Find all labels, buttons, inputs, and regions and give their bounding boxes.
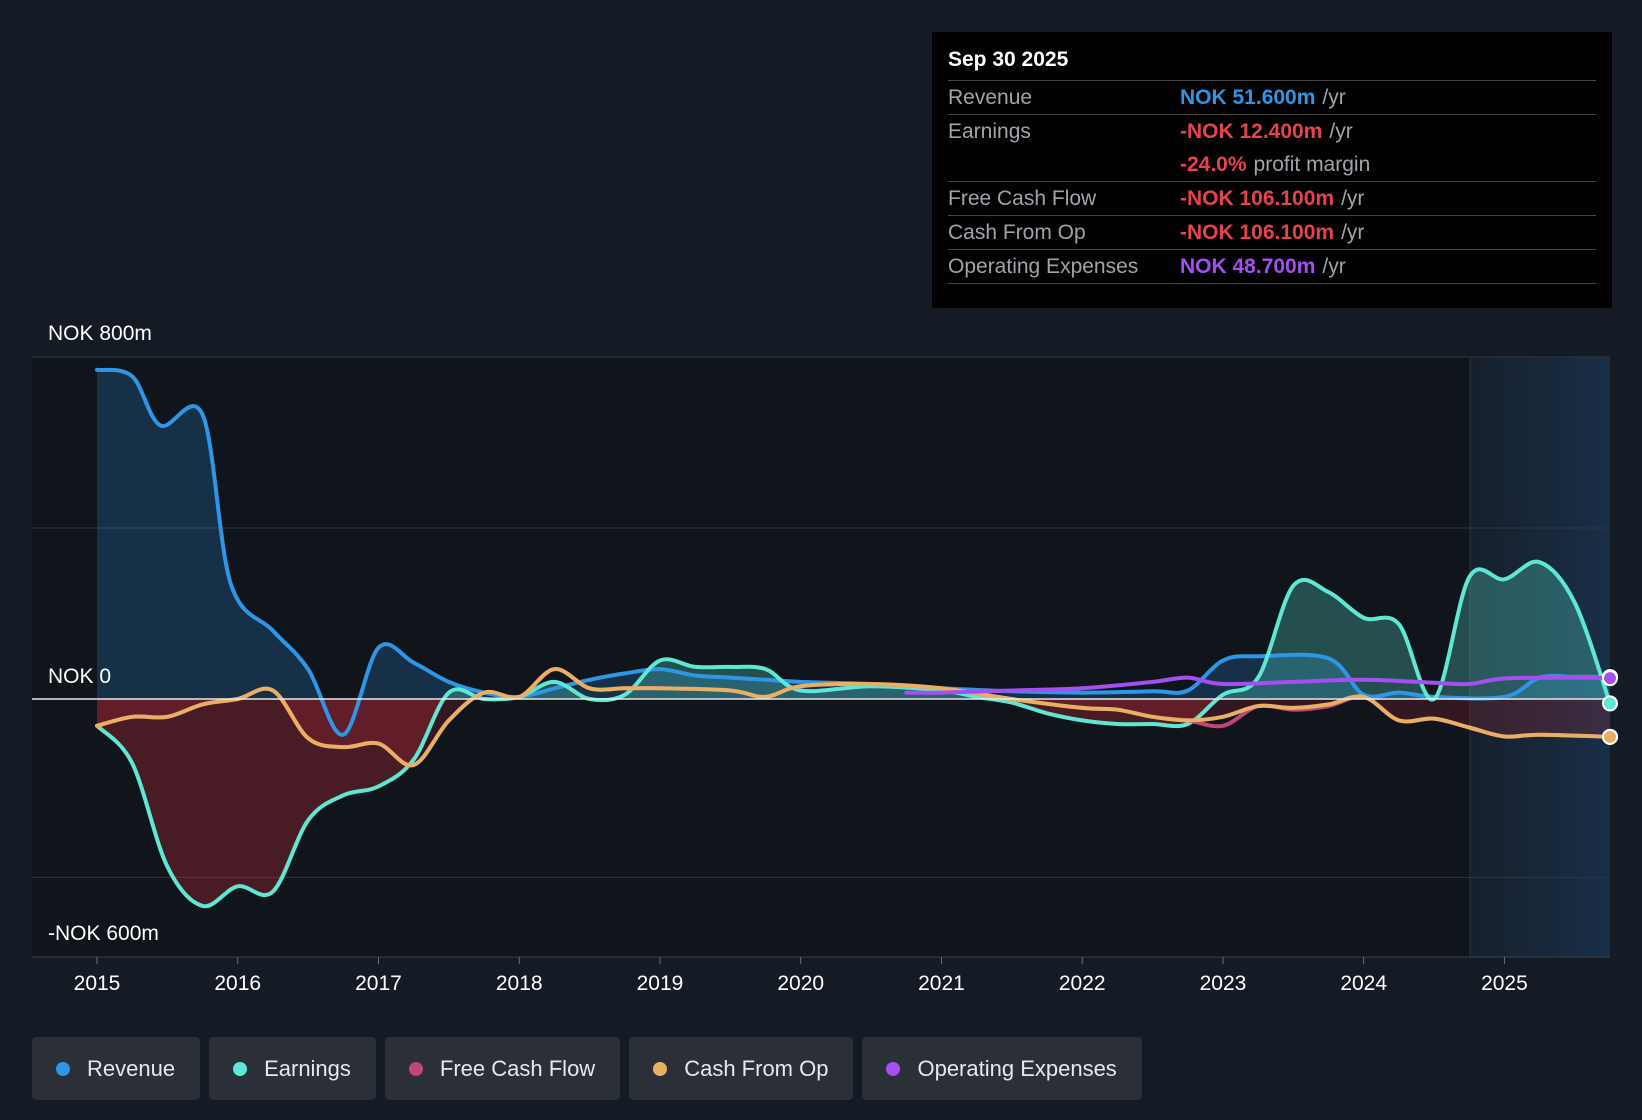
tooltip-row-profit-margin: -24.0% profit margin <box>948 148 1596 181</box>
tooltip-bottom-rule <box>948 283 1596 284</box>
x-tick-label: 2024 <box>1340 972 1387 995</box>
tooltip-row-revenue: Revenue NOK 51.600m /yr <box>948 80 1596 114</box>
tooltip-value: NOK 48.700m <box>1180 254 1316 278</box>
legend-item-earnings[interactable]: Earnings <box>209 1037 376 1100</box>
area-fill-positive <box>97 369 1610 699</box>
tooltip-unit: /yr <box>1341 220 1365 244</box>
tooltip-unit: profit margin <box>1253 152 1371 176</box>
legend-label: Cash From Op <box>684 1055 829 1081</box>
tooltip-panel: Sep 30 2025 Revenue NOK 51.600m /yr Earn… <box>932 32 1612 308</box>
legend-dot-icon <box>886 1061 901 1076</box>
tooltip-label: Free Cash Flow <box>948 186 1097 210</box>
end-marker-operating-expenses <box>1602 670 1618 687</box>
x-tick-label: 2015 <box>74 972 121 995</box>
tooltip-label: Cash From Op <box>948 220 1086 244</box>
series-lines <box>32 367 1612 909</box>
tooltip-label: Operating Expenses <box>948 254 1139 278</box>
x-tick-label: 2017 <box>355 972 402 995</box>
tooltip-value: NOK 51.600m <box>1180 85 1316 109</box>
x-tick-label: 2016 <box>214 972 261 995</box>
legend-dot-icon <box>408 1061 423 1076</box>
recent-period-highlight <box>1470 357 1610 957</box>
x-axis: 2015 2016 2017 2018 2019 2020 2021 2022 2023 2024… <box>74 957 1528 995</box>
legend-label: Operating Expenses <box>917 1055 1117 1081</box>
tooltip-row-cash-from-op: Cash From Op -NOK 106.100m /yr <box>948 215 1596 249</box>
x-tick-label: 2025 <box>1481 972 1528 995</box>
x-tick-label: 2018 <box>496 972 543 995</box>
tooltip-unit: /yr <box>1329 119 1353 143</box>
tooltip-value: -NOK 106.100m <box>1180 186 1335 210</box>
tooltip-row-earnings: Earnings -NOK 12.400m /yr <box>948 114 1596 148</box>
area-fill-negative <box>97 699 1610 766</box>
legend-item-cash-from-op[interactable]: Cash From Op <box>629 1037 854 1100</box>
legend-dot-icon <box>56 1061 70 1076</box>
tooltip-unit: /yr <box>1322 254 1346 278</box>
end-marker-cash-from-op <box>1602 728 1618 745</box>
legend-item-operating-expenses[interactable]: Operating Expenses <box>862 1037 1142 1100</box>
tooltip-value: -NOK 106.100m <box>1180 220 1335 244</box>
series-line-cash-from-op <box>95 667 1612 768</box>
tooltip-date: Sep 30 2025 <box>948 48 1069 71</box>
tooltip-label: Revenue <box>948 85 1033 109</box>
x-tick-label: 2020 <box>777 972 824 995</box>
x-tick-label: 2022 <box>1059 972 1106 995</box>
end-marker-earnings <box>1602 695 1618 712</box>
series-line-earnings <box>95 559 1612 909</box>
legend: Revenue Earnings Free Cash Flow Cash Fro… <box>32 1037 1142 1100</box>
y-zero-label: NOK 0 <box>48 665 111 688</box>
x-tick-label: 2021 <box>918 972 965 995</box>
end-markers <box>1602 668 1618 745</box>
legend-label: Revenue <box>87 1055 176 1081</box>
tooltip-value: -24.0% <box>1180 152 1247 176</box>
series-line-revenue <box>95 367 1612 737</box>
tooltip-unit: /yr <box>1322 85 1346 109</box>
y-bottom-label: -NOK 600m <box>48 922 159 945</box>
series-line-operating-expenses <box>904 675 1612 695</box>
tooltip-row-free-cash-flow: Free Cash Flow -NOK 106.100m /yr <box>948 181 1596 215</box>
legend-dot-icon <box>233 1061 248 1076</box>
y-top-label: NOK 800m <box>48 322 152 345</box>
tooltip-value: -NOK 12.400m <box>1180 119 1323 143</box>
legend-label: Free Cash Flow <box>439 1055 596 1081</box>
tooltip-unit: /yr <box>1341 186 1365 210</box>
legend-label: Earnings <box>264 1055 351 1081</box>
tooltip-row-operating-expenses: Operating Expenses NOK 48.700m /yr <box>948 249 1596 283</box>
legend-dot-icon <box>653 1061 668 1076</box>
legend-item-free-cash-flow[interactable]: Free Cash Flow <box>384 1037 621 1100</box>
tooltip-label: Earnings <box>948 119 1031 143</box>
legend-item-revenue[interactable]: Revenue <box>32 1037 201 1100</box>
x-tick-label: 2019 <box>637 972 684 995</box>
plot-background <box>32 357 1610 957</box>
area-fill-negative <box>97 699 1610 907</box>
gridlines <box>32 356 1610 958</box>
x-tick-label: 2023 <box>1200 972 1247 995</box>
